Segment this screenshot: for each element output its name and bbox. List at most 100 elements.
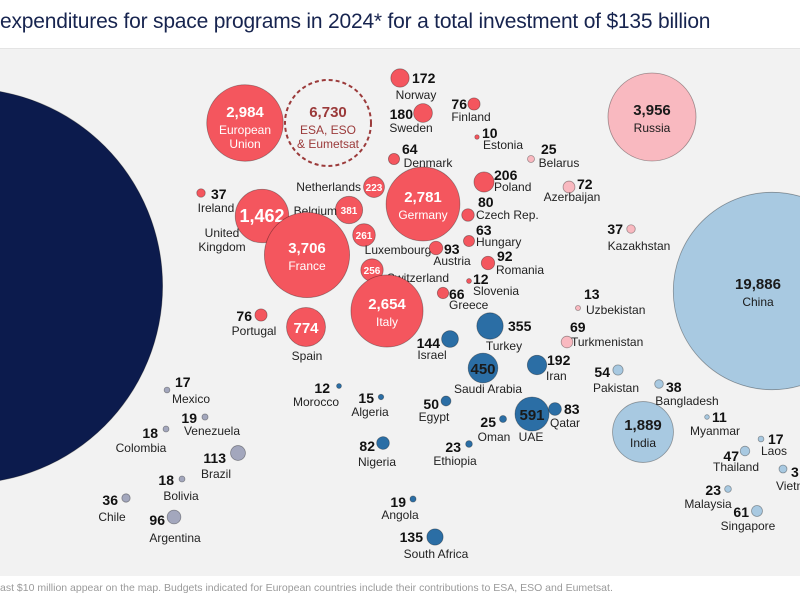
value-argentina: 96 [149, 512, 165, 528]
bubble-algeria [377, 393, 385, 401]
label-czech-rep: Czech Rep. [476, 208, 539, 222]
value-india: 1,889 [624, 417, 662, 434]
label-esa-eso-eumetsat: ESA, ESO [300, 123, 356, 137]
value-laos: 17 [768, 431, 784, 447]
value-ethiopia: 23 [445, 439, 461, 455]
value-colombia: 18 [142, 425, 158, 441]
bubble-hungary [463, 235, 475, 247]
bubble-malaysia [724, 485, 732, 493]
bubble-finland [467, 97, 481, 111]
label-laos: Laos [761, 444, 787, 458]
label-argentina: Argentina [149, 531, 201, 545]
label-hungary: Hungary [476, 235, 521, 249]
bubble-qatar [548, 402, 562, 416]
label-malaysia: Malaysia [684, 497, 732, 511]
value-poland: 206 [494, 167, 518, 183]
label-united-kingdom: Kingdom [198, 240, 245, 254]
label-sweden: Sweden [389, 121, 432, 135]
bubble-azerbaijan [562, 180, 576, 194]
value-spain: 774 [293, 320, 319, 337]
value-greece: 66 [449, 286, 465, 302]
label-bangladesh: Bangladesh [655, 394, 718, 408]
bubble-spain [286, 307, 326, 347]
bubble-russia [607, 72, 697, 162]
bubble-bangladesh [654, 379, 664, 389]
label-russia: Russia [634, 121, 671, 135]
value-israel: 144 [417, 335, 441, 351]
label-iran: Iran [546, 369, 567, 383]
label-qatar: Qatar [550, 416, 580, 430]
bubble-egypt [440, 395, 452, 407]
label-estonia: Estonia [483, 138, 523, 152]
bubble-european-union [206, 84, 284, 162]
bubble-greece [436, 286, 450, 300]
bubble-israel [441, 330, 459, 348]
label-austria: Austria [433, 254, 471, 268]
bubble-vietnam [778, 464, 788, 474]
value-saudi-arabia: 450 [470, 361, 495, 378]
label-nigeria: Nigeria [358, 455, 396, 469]
value-kazakhstan: 37 [607, 221, 623, 237]
label-uae: UAE [519, 430, 544, 444]
label-egypt: Egypt [419, 410, 450, 424]
bubble-sweden [413, 103, 433, 123]
value-norway: 172 [412, 70, 436, 86]
value-luxembourg: 261 [356, 231, 373, 242]
label-turkmenistan: Turkmenistan [571, 335, 643, 349]
label-vietnam: Vietnam [776, 479, 800, 493]
label-netherlands: Netherlands [296, 180, 361, 194]
value-portugal: 76 [236, 308, 252, 324]
label-united-kingdom: United [205, 226, 240, 240]
label-denmark: Denmark [404, 156, 454, 170]
bubble-nigeria [376, 436, 390, 450]
bubble-morocco [336, 383, 342, 389]
value-bolivia: 18 [158, 472, 174, 488]
value-chile: 36 [102, 492, 118, 508]
value-qatar: 83 [564, 401, 580, 417]
bubble-poland [473, 171, 495, 193]
bubble-czech-rep [461, 208, 475, 222]
value-egypt: 50 [423, 396, 439, 412]
value-thailand: 47 [723, 448, 739, 464]
value-belgium: 381 [341, 206, 358, 217]
label-finland: Finland [451, 110, 490, 124]
label-china: China [742, 295, 774, 309]
value-belarus: 25 [541, 141, 557, 157]
value-myanmar: 11 [712, 409, 727, 425]
label-greece: Greece [449, 298, 489, 312]
value-ireland: 37 [211, 186, 227, 202]
value-finland: 76 [451, 96, 467, 112]
bubble-austria [428, 240, 444, 256]
value-hungary: 63 [476, 222, 492, 238]
label-spain: Spain [292, 349, 323, 363]
value-russia: 3,956 [633, 102, 671, 119]
bubble-oman [499, 415, 507, 423]
bubble-laos [757, 435, 765, 443]
label-bolivia: Bolivia [163, 489, 199, 503]
value-angola: 19 [390, 494, 406, 510]
label-oman: Oman [478, 430, 511, 444]
label-belarus: Belarus [539, 156, 580, 170]
label-turkey: Turkey [486, 339, 522, 353]
bubble-germany [385, 166, 461, 242]
value-pakistan: 54 [594, 364, 610, 380]
label-venezuela: Venezuela [184, 424, 240, 438]
label-european-union: Union [229, 137, 260, 151]
bubble-luxembourg [352, 223, 376, 247]
label-italy: Italy [376, 315, 398, 329]
label-algeria: Algeria [351, 405, 389, 419]
value-malaysia: 23 [705, 482, 721, 498]
label-angola: Angola [381, 508, 419, 522]
value-switzerland: 256 [364, 266, 381, 277]
value-azerbaijan: 72 [577, 176, 593, 192]
label-azerbaijan: Azerbaijan [544, 190, 601, 204]
value-denmark: 64 [402, 141, 418, 157]
bubble-chile [121, 493, 131, 503]
label-thailand: Thailand [713, 460, 759, 474]
value-brazil: 113 [203, 450, 226, 466]
value-bangladesh: 38 [666, 379, 682, 395]
value-slovenia: 12 [473, 271, 489, 287]
bubble-esa-eso-eumetsat [284, 79, 372, 167]
bubble-italy [350, 274, 424, 348]
bubble-india [612, 401, 674, 463]
